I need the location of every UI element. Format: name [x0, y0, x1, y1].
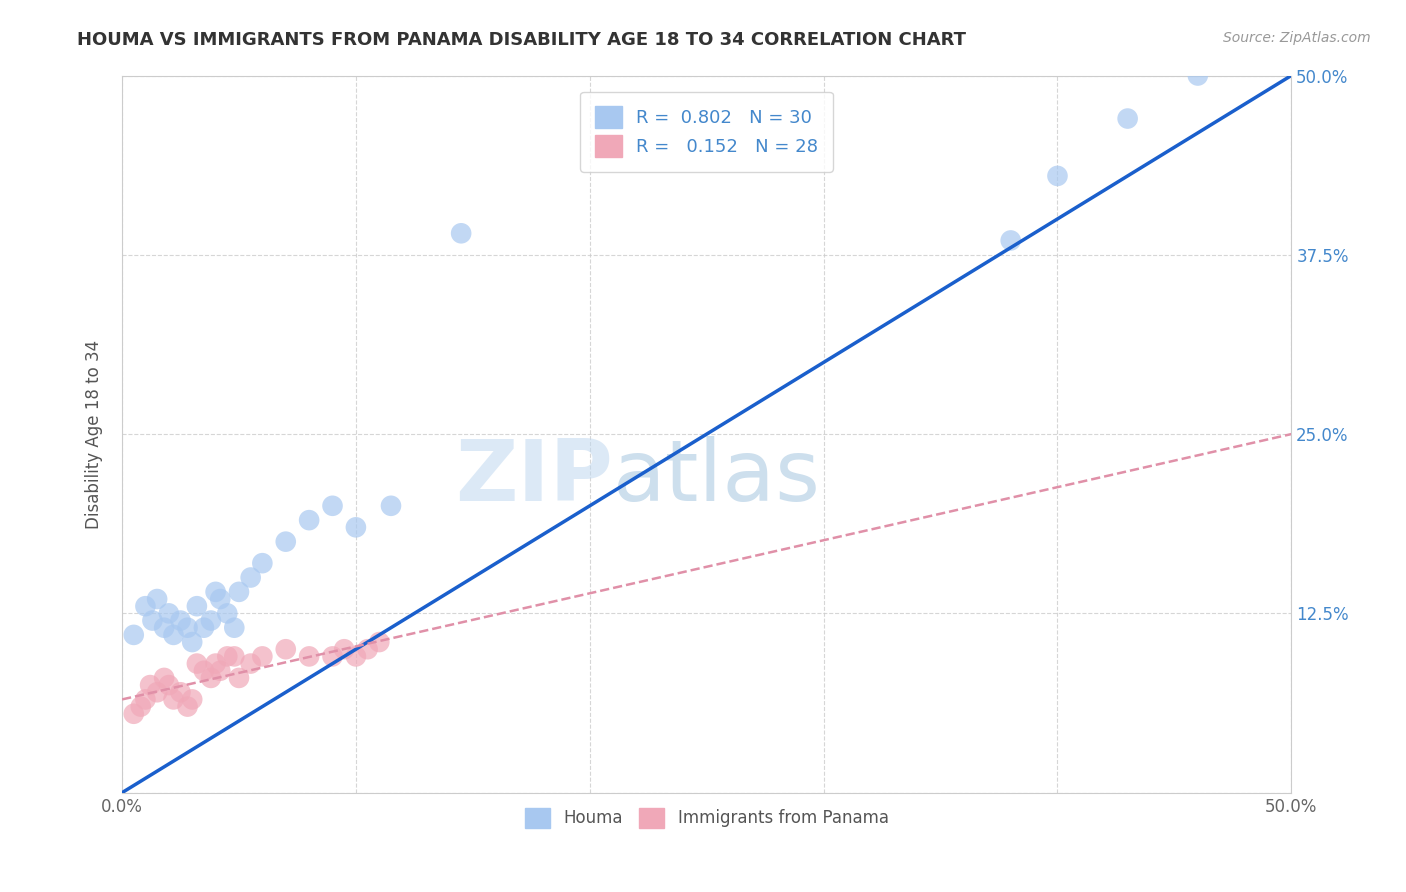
- Point: [356, 642, 378, 657]
- Point: [139, 678, 162, 692]
- Point: [322, 499, 344, 513]
- Point: [224, 649, 246, 664]
- Point: [193, 664, 215, 678]
- Point: [153, 621, 176, 635]
- Text: atlas: atlas: [613, 435, 821, 518]
- Text: Source: ZipAtlas.com: Source: ZipAtlas.com: [1223, 31, 1371, 45]
- Point: [1116, 112, 1139, 126]
- Point: [146, 592, 169, 607]
- Y-axis label: Disability Age 18 to 34: Disability Age 18 to 34: [86, 340, 103, 529]
- Point: [200, 671, 222, 685]
- Point: [274, 642, 297, 657]
- Point: [228, 585, 250, 599]
- Point: [204, 657, 226, 671]
- Point: [169, 685, 191, 699]
- Point: [333, 642, 356, 657]
- Point: [122, 706, 145, 721]
- Point: [186, 657, 208, 671]
- Point: [162, 628, 184, 642]
- Point: [298, 649, 321, 664]
- Legend: Houma, Immigrants from Panama: Houma, Immigrants from Panama: [517, 801, 896, 835]
- Point: [129, 699, 152, 714]
- Point: [176, 699, 198, 714]
- Point: [1000, 234, 1022, 248]
- Point: [274, 534, 297, 549]
- Point: [204, 585, 226, 599]
- Point: [217, 607, 239, 621]
- Point: [1046, 169, 1069, 183]
- Point: [368, 635, 391, 649]
- Point: [1187, 69, 1209, 83]
- Point: [239, 570, 262, 584]
- Point: [224, 621, 246, 635]
- Point: [200, 614, 222, 628]
- Point: [169, 614, 191, 628]
- Point: [380, 499, 402, 513]
- Point: [186, 599, 208, 614]
- Point: [344, 649, 367, 664]
- Point: [344, 520, 367, 534]
- Point: [209, 664, 232, 678]
- Point: [122, 628, 145, 642]
- Point: [162, 692, 184, 706]
- Point: [157, 607, 180, 621]
- Point: [193, 621, 215, 635]
- Point: [153, 671, 176, 685]
- Point: [239, 657, 262, 671]
- Point: [157, 678, 180, 692]
- Point: [217, 649, 239, 664]
- Point: [134, 599, 156, 614]
- Point: [322, 649, 344, 664]
- Point: [450, 227, 472, 241]
- Point: [228, 671, 250, 685]
- Point: [252, 649, 274, 664]
- Point: [176, 621, 198, 635]
- Point: [181, 635, 204, 649]
- Point: [146, 685, 169, 699]
- Text: HOUMA VS IMMIGRANTS FROM PANAMA DISABILITY AGE 18 TO 34 CORRELATION CHART: HOUMA VS IMMIGRANTS FROM PANAMA DISABILI…: [77, 31, 966, 49]
- Point: [298, 513, 321, 527]
- Point: [252, 556, 274, 570]
- Text: ZIP: ZIP: [456, 435, 613, 518]
- Point: [141, 614, 163, 628]
- Point: [134, 692, 156, 706]
- Point: [209, 592, 232, 607]
- Point: [181, 692, 204, 706]
